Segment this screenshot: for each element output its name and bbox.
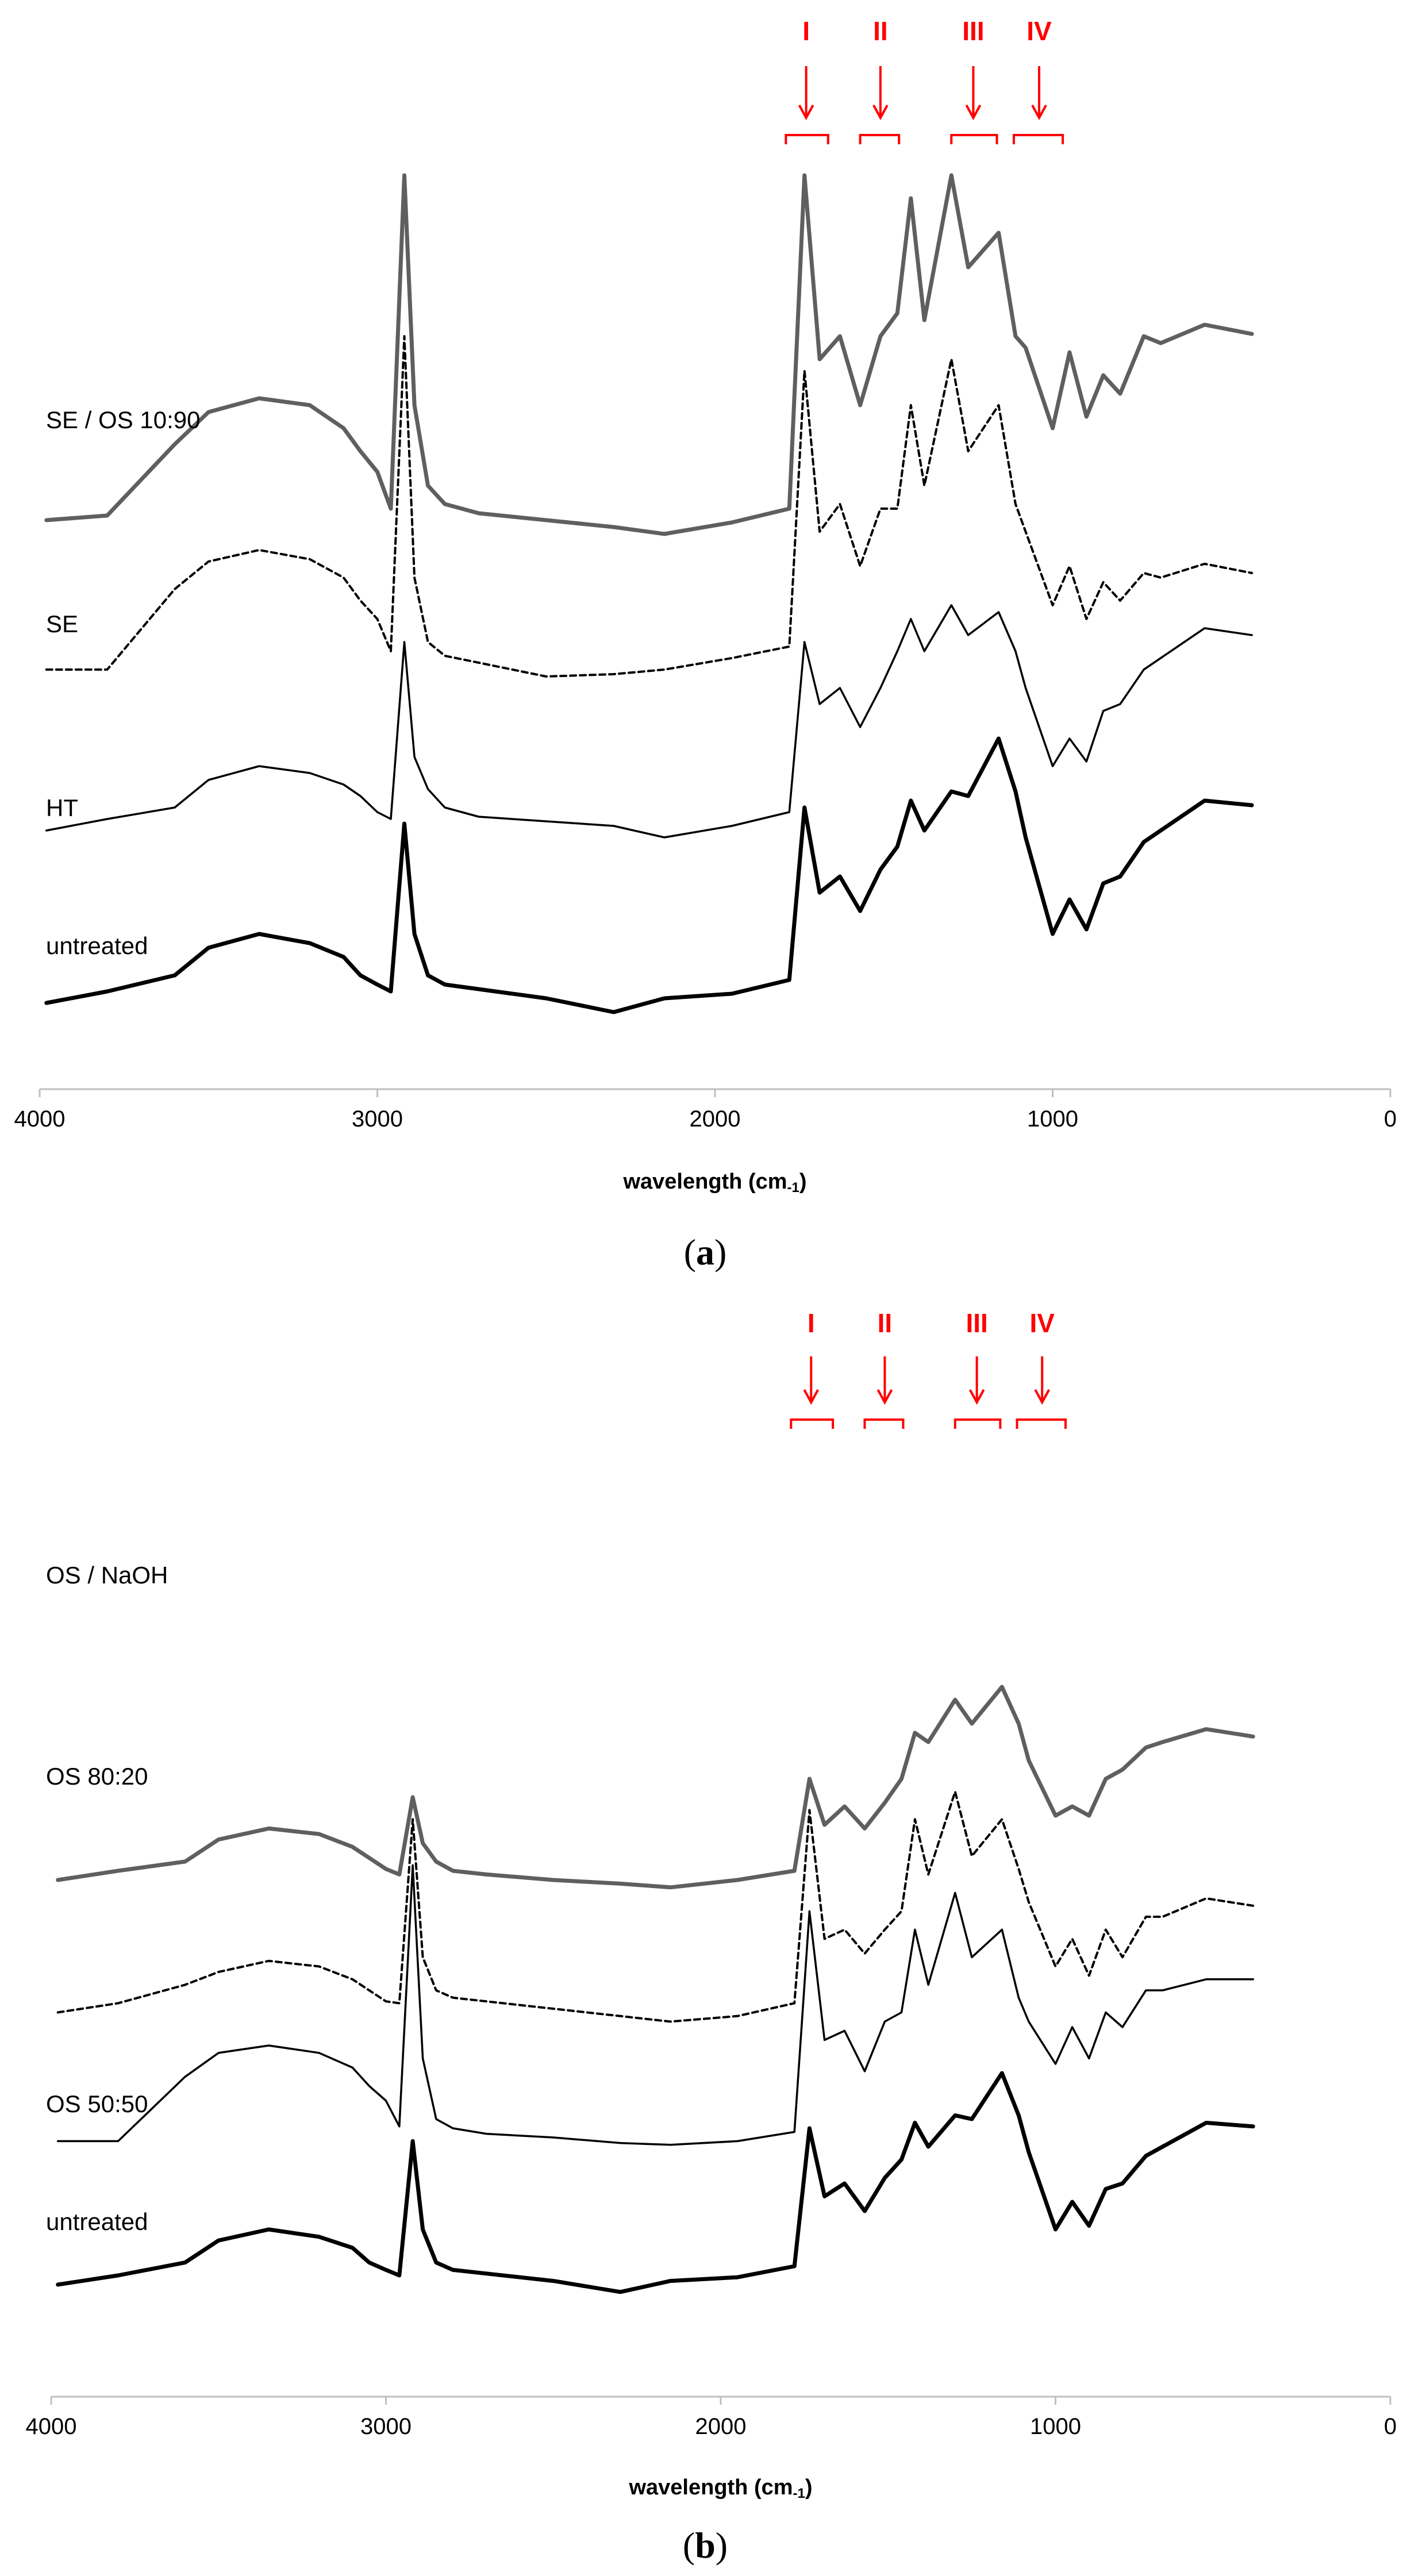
panel-a-series-labels: SE / OS 10:90 SE HT untreated [46,406,201,959]
panel-a-region-markers: I II III IV [785,16,1064,144]
x-tick-label: 0 [1384,2414,1397,2439]
region-label: IV [1029,1308,1055,1338]
region-arrow-head [1034,1389,1050,1405]
region-arrow-head [968,1389,985,1405]
panel-a-x-axis-title: wavelength (cm-1) [622,1170,806,1195]
series-label: OS 50:50 [46,2090,148,2117]
region-arrow-head [872,105,889,121]
x-tick-label: 2000 [690,1106,741,1132]
region-label: I [808,1308,815,1338]
spectrum-line-se [45,335,1254,678]
spectrum-line-ht [45,604,1253,839]
region-arrow-head [1031,105,1047,121]
region-bracket [790,1418,835,1429]
series-label: SE / OS 10:90 [46,406,201,433]
panel-b-series-labels: OS / NaOH OS 80:20 OS 50:50 untreated [46,1562,168,2235]
region-label: III [962,16,984,46]
panel-b-x-axis-title: wavelength (cm-1) [628,2475,812,2501]
series-label: SE [46,610,78,637]
series-label: untreated [46,932,148,959]
spectrum-line-os-50-50 [56,1864,1254,2146]
series-label: OS 80:20 [46,1763,148,1790]
series-label: HT [46,794,78,821]
region-label: IV [1026,16,1052,46]
x-tick-label: 1000 [1027,1106,1078,1132]
region-label: III [966,1308,987,1338]
region-bracket [1016,1418,1067,1429]
x-tick-label: 0 [1384,1106,1397,1132]
panel-b-x-ticks: 4000 3000 2000 1000 0 [26,2397,1397,2439]
region-arrow-head [798,105,814,121]
region-label: II [873,16,888,46]
region-bracket [1012,134,1064,144]
panel-a-spectra [44,173,1254,1014]
series-label: untreated [46,2208,148,2235]
region-label: I [802,16,810,46]
panel-a-x-ticks: 4000 3000 2000 1000 0 [14,1089,1397,1132]
region-arrow-head [803,1389,820,1405]
spectrum-line-untreated [56,2071,1255,2294]
x-tick-label: 3000 [352,1106,403,1132]
region-bracket [859,134,901,144]
region-bracket [863,1418,905,1429]
spectrum-line-os-80-20 [56,1790,1255,2023]
region-bracket [785,134,829,144]
region-bracket [950,134,998,144]
series-label: OS / NaOH [46,1562,168,1589]
spectrum-line-os-naoh [56,1685,1255,1890]
x-tick-label: 4000 [14,1106,66,1132]
spectrum-line-se-os-10-90 [44,173,1254,536]
panel-b-caption: (b) [683,2525,728,2566]
x-tick-label: 2000 [695,2414,747,2439]
x-tick-label: 1000 [1030,2414,1081,2439]
region-label: II [878,1308,893,1338]
x-tick-label: 3000 [360,2414,412,2439]
region-arrow-head [876,1389,893,1405]
region-arrow-head [965,105,982,121]
panel-b-spectra [56,1685,1255,2294]
spectrum-line-untreated [44,736,1254,1014]
x-tick-label: 4000 [26,2414,77,2439]
panel-a-caption: (a) [684,1232,727,1272]
panel-b-region-markers: I II III IV [790,1308,1067,1429]
region-bracket [954,1418,1002,1429]
